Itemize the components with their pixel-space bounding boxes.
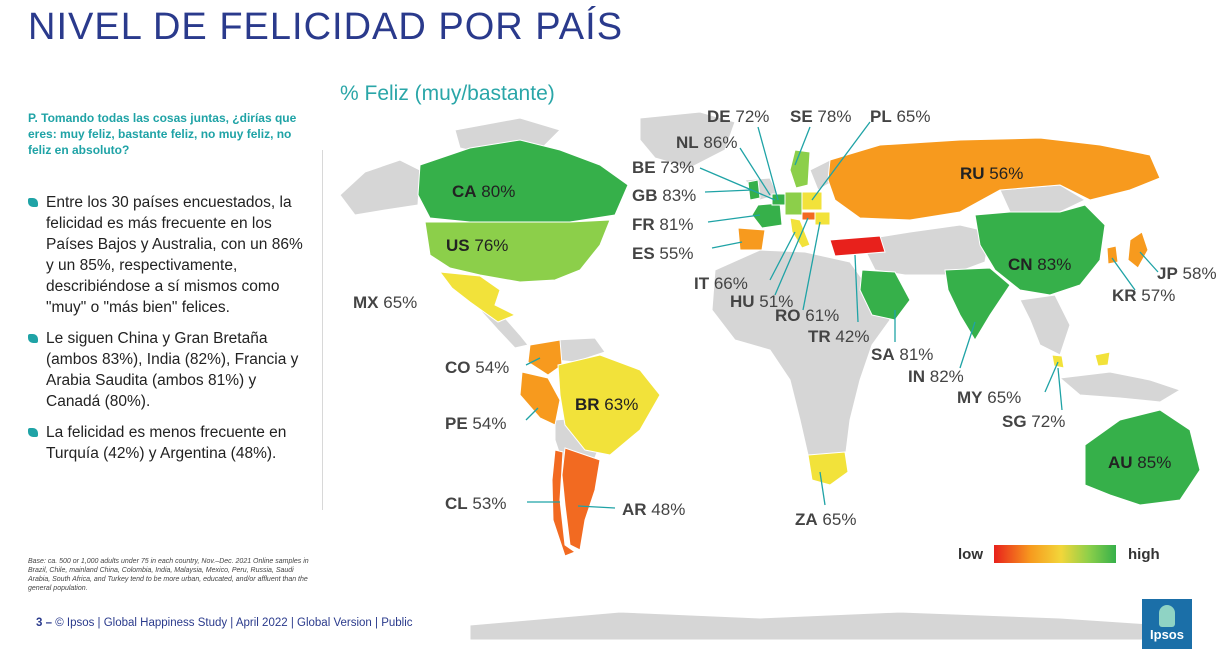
country-label: FR 81%: [632, 215, 694, 234]
country-malaysia: [1051, 351, 1111, 369]
country-label: GB 83%: [632, 186, 697, 205]
country-label: CO 54%: [445, 358, 510, 377]
country-brazil: [557, 354, 661, 456]
summary-bullet: Entre los 30 países encuestados, la feli…: [28, 192, 313, 318]
country-uk: [747, 179, 761, 201]
country-canada: [417, 139, 629, 223]
ipsos-logo: Ipsos: [1142, 599, 1192, 649]
country-label: CA 80%: [452, 182, 516, 201]
land-southeast-asia: [1019, 294, 1071, 356]
country-south-africa: [807, 451, 849, 486]
world-map: [339, 111, 1201, 641]
country-romania: [814, 211, 831, 226]
country-argentina: [561, 447, 601, 551]
country-label: DE 72%: [707, 107, 770, 126]
leader-lines: [525, 121, 1159, 509]
country-label: NL 86%: [676, 133, 738, 152]
legend-high-label: high: [1128, 546, 1160, 563]
country-russia: [827, 137, 1161, 221]
country-label: PL 65%: [870, 107, 931, 126]
footer: 3 – © Ipsos | Global Happiness Study | A…: [36, 617, 413, 629]
country-label: CN 83%: [1008, 255, 1072, 274]
country-label: AR 48%: [622, 500, 686, 519]
country-italy: [789, 217, 811, 249]
summary-bullet: Le siguen China y Gran Bretaña (ambos 83…: [28, 328, 313, 412]
country-peru: [519, 371, 561, 426]
country-germany: [784, 191, 803, 216]
logo-icon: [1159, 605, 1175, 627]
land-africa: [711, 249, 891, 471]
survey-question: P. Tomando todas las cosas juntas, ¿dirí…: [28, 111, 297, 157]
country-label: AU 85%: [1108, 453, 1172, 472]
country-label: KR 57%: [1112, 286, 1176, 305]
country-usa: [424, 219, 611, 283]
country-label: CL 53%: [445, 494, 507, 513]
country-label: JP 58%: [1157, 264, 1217, 283]
country-label: TR 42%: [808, 327, 870, 346]
country-label: SG 72%: [1002, 412, 1066, 431]
land-greenland: [639, 111, 736, 169]
bullet-icon: [28, 198, 38, 207]
summary-bullets: Entre los 30 países encuestados, la feli…: [28, 192, 313, 474]
country-label: BE 73%: [632, 158, 695, 177]
country-colombia: [527, 339, 563, 376]
country-label: ZA 65%: [795, 510, 857, 529]
country-label: BR 63%: [575, 395, 639, 414]
base-note: Base: ca. 500 or 1,000 adults under 75 i…: [28, 558, 309, 592]
country-label: SA 81%: [871, 345, 934, 364]
country-japan: [1127, 231, 1149, 269]
page-number: 3 –: [36, 617, 52, 629]
country-spain: [737, 227, 766, 251]
country-label: IT 66%: [694, 274, 748, 293]
land-antarctica: [469, 611, 1181, 641]
footer-text: © Ipsos | Global Happiness Study | April…: [55, 617, 413, 629]
country-mexico: [438, 271, 517, 323]
country-poland: [801, 191, 823, 211]
legend-gradient: [994, 545, 1116, 563]
country-label: RO 61%: [775, 306, 840, 325]
country-label: HU 51%: [730, 292, 794, 311]
legend-low-label: low: [958, 546, 983, 563]
land-alaska: [339, 159, 421, 216]
country-label: SE 78%: [790, 107, 852, 126]
country-india: [944, 267, 1011, 341]
country-sweden: [789, 149, 811, 189]
country-australia: [1084, 409, 1201, 506]
country-label: MX 65%: [353, 293, 418, 312]
country-label: ES 55%: [632, 244, 694, 263]
divider: [322, 150, 323, 510]
bullet-icon: [28, 334, 38, 343]
country-label: PE 54%: [445, 414, 507, 433]
bullet-icon: [28, 428, 38, 437]
country-hungary: [801, 211, 816, 221]
page-title: NIVEL DE FELICIDAD POR PAÍS: [28, 6, 624, 48]
country-korea: [1106, 245, 1119, 265]
country-label: US 76%: [446, 236, 509, 255]
country-china: [974, 204, 1106, 296]
map-subtitle: % Feliz (muy/bastante): [340, 82, 555, 105]
country-turkey: [829, 235, 886, 257]
summary-bullet: La felicidad es menos frecuente en Turqu…: [28, 422, 313, 464]
country-label: IN 82%: [908, 367, 964, 386]
country-label: RU 56%: [960, 164, 1024, 183]
land-indonesia: [1058, 371, 1182, 403]
country-label: MY 65%: [957, 388, 1022, 407]
country-chile: [551, 449, 577, 557]
